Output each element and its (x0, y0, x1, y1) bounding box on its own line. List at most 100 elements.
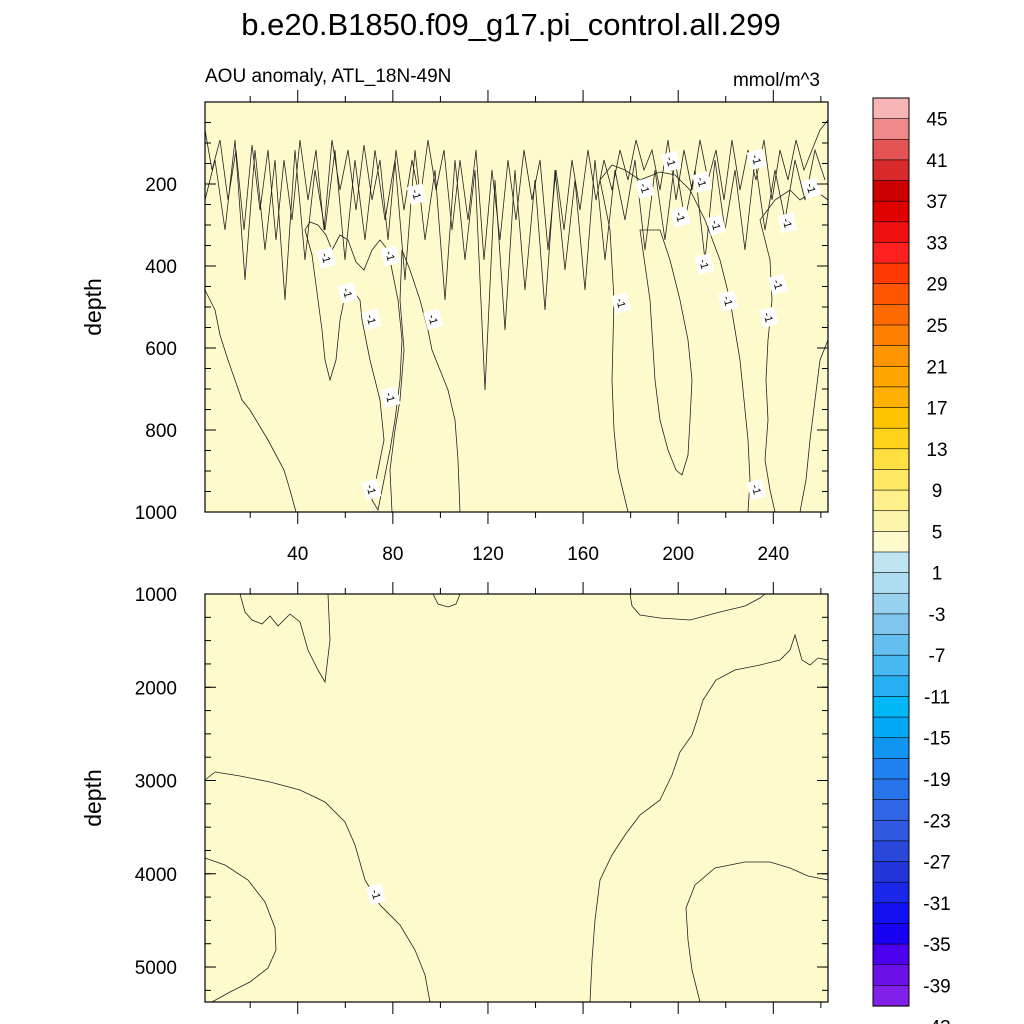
y-tick-label: 600 (145, 339, 177, 360)
left-subtitle: AOU anomaly, ATL_18N-49N (205, 66, 451, 87)
colorbar-box (872, 675, 910, 698)
positive-region-left-deep (204, 289, 297, 513)
contour-label-box (406, 183, 427, 206)
colorbar-box (872, 345, 910, 367)
colorbar-box (872, 221, 910, 244)
y-tick-label: 1000 (135, 503, 177, 524)
contour-label-box (316, 247, 337, 269)
colorbar-label: -23 (923, 811, 950, 832)
colorbar-labels: 45 41 37 33 29 25 21 17 13 9 5 1 -3 -7 -11 -15 -19 -23 -27… (923, 110, 950, 1024)
contour-label-text: -1 (340, 287, 354, 300)
x-tick-label: 200 (662, 544, 694, 565)
contour-label-text: -1 (694, 176, 708, 189)
colorbar-box (872, 200, 910, 223)
upper-y-axis: 200 400 600 800 1000 (135, 101, 828, 524)
lower-y-axis-label: depth (80, 769, 106, 827)
y-tick-label: 2000 (135, 678, 177, 699)
x-tick-label: 160 (567, 544, 599, 565)
colorbar-box (872, 324, 910, 347)
colorbar-label: -3 (929, 605, 946, 626)
contour-label-box (718, 290, 739, 312)
lower-panel: -1 1000 2000 3000 4000 5000 depth (80, 582, 829, 1014)
y-tick-label: 4000 (135, 865, 177, 886)
contour-label: -1 (634, 177, 655, 199)
colorbar-box (872, 448, 910, 471)
surface-noise-layer-2 (204, 139, 826, 391)
colorbar-label: 21 (926, 357, 947, 378)
contour-label: -1 (366, 883, 387, 906)
contour-label-text: -1 (749, 483, 763, 496)
contour-label-text: -1 (368, 888, 382, 901)
contour-label-text: -1 (382, 391, 396, 404)
colorbar-box (872, 902, 910, 925)
colorbar-label: 9 (932, 481, 943, 502)
contour-label-box (361, 478, 382, 501)
contour-label-box (758, 306, 779, 329)
contour-label-text: -1 (363, 313, 377, 326)
x-tick-label: 40 (287, 544, 308, 565)
y-tick-label: 1000 (135, 585, 177, 606)
x-tick-label: 240 (757, 544, 789, 565)
contour-label: -1 (670, 206, 691, 228)
colorbar-label: 33 (926, 233, 947, 254)
colorbar-box (872, 613, 910, 636)
colorbar-box (872, 262, 910, 285)
negative-region-west-1 (304, 221, 403, 512)
contour-label-text: -1 (803, 182, 817, 195)
colorbar-frame (872, 97, 910, 1007)
deep-positive-region-east (589, 633, 829, 1003)
contour-label-box (694, 253, 715, 275)
contour-label-text: -1 (708, 219, 722, 232)
contour-label-box (801, 177, 822, 199)
lower-y-axis: 1000 2000 3000 4000 5000 (135, 585, 828, 991)
colorbar-box (872, 634, 910, 656)
colorbar-box (872, 180, 910, 202)
colorbar-box (872, 881, 910, 904)
colorbar-box (872, 799, 910, 821)
contour-label-text: -1 (673, 211, 687, 224)
y-tick-label: 200 (145, 175, 177, 196)
contour-label-box (777, 212, 798, 234)
colorbar-box (872, 159, 910, 182)
contour-label-box (746, 148, 767, 171)
contour-label: -1 (718, 290, 739, 312)
contour-label-text: -1 (696, 258, 710, 271)
colorbar-label: 5 (932, 522, 943, 543)
colorbar-box (872, 861, 910, 883)
colorbar-box (872, 943, 910, 966)
contour-label-box (661, 150, 682, 173)
colorbar-box (872, 510, 910, 532)
colorbar-box (872, 489, 910, 512)
colorbar-box (872, 242, 910, 264)
colorbar-label: -15 (923, 729, 950, 750)
contour-label-box (768, 273, 789, 296)
colorbar-box (872, 551, 910, 574)
colorbar-label: 1 (932, 564, 943, 585)
lower-contour-labels: -1 (366, 883, 387, 906)
colorbar-label: -19 (923, 770, 950, 791)
upper-y-axis-label: depth (80, 278, 106, 336)
colorbar (872, 97, 910, 1007)
colorbar-box (872, 985, 910, 1007)
contour-label-text: -1 (770, 278, 784, 291)
contour-label: -1 (801, 177, 822, 199)
upper-x-axis: 40 80 120 160 200 240 (249, 90, 822, 565)
contour-label: -1 (611, 292, 632, 314)
colorbar-label: 45 (926, 110, 947, 131)
colorbar-label: -35 (923, 935, 950, 956)
contour-label: -1 (406, 183, 427, 206)
colorbar-label: 37 (926, 192, 947, 213)
colorbar-box (872, 138, 910, 161)
contour-label-box (380, 244, 401, 267)
contour-label-box (634, 177, 655, 199)
contour-label: -1 (746, 478, 767, 501)
colorbar-label: -39 (923, 976, 950, 997)
deep-negative-region-west (204, 771, 431, 1003)
deep-negative-patch-top-right (629, 593, 767, 621)
contour-label: -1 (380, 386, 401, 408)
contour-label-text: -1 (663, 155, 677, 168)
colorbar-box (872, 469, 910, 491)
y-tick-label: 5000 (135, 958, 177, 979)
contour-label-box (746, 478, 767, 501)
